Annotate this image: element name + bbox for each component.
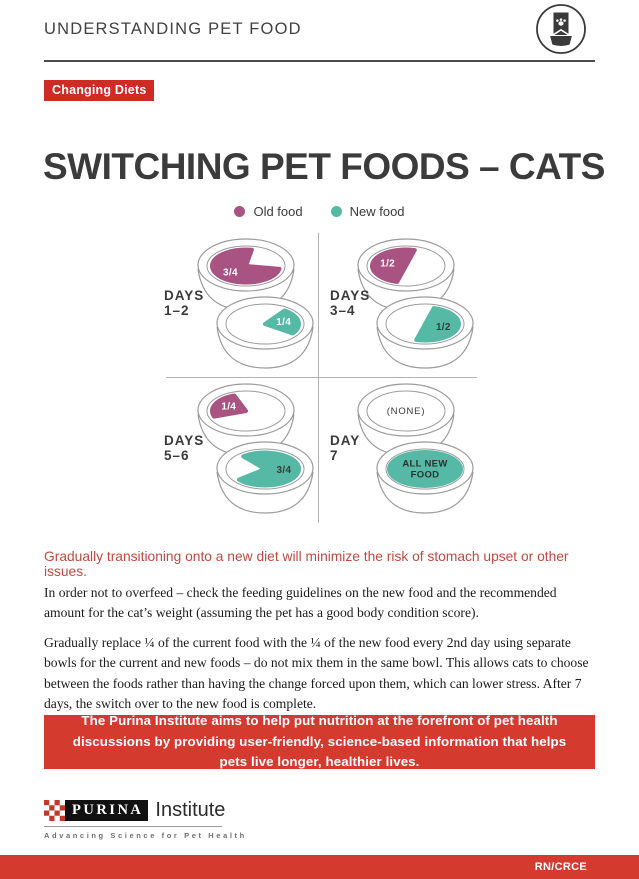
lead-sentence: Gradually transitioning onto a new diet … — [44, 549, 569, 579]
svg-text:ALL NEW: ALL NEW — [402, 459, 447, 470]
paragraph: In order not to overfeed – check the fee… — [44, 585, 557, 621]
logo-tagline: Advancing Science for Pet Health — [44, 831, 247, 840]
legend-label: New food — [349, 204, 405, 219]
svg-text:3/4: 3/4 — [277, 465, 292, 476]
logo-divider — [44, 826, 222, 827]
new-food-dot-icon — [330, 206, 342, 217]
legend-item-new-food: New food — [330, 204, 405, 219]
diagram-divider-vertical — [318, 233, 319, 523]
svg-text:FOOD: FOOD — [411, 470, 440, 481]
legend: Old food New food — [0, 204, 639, 219]
legend-label: Old food — [253, 204, 303, 219]
svg-text:3/4: 3/4 — [223, 267, 238, 278]
purina-wordmark: PURINA — [65, 800, 149, 821]
footer-code: RN/CRCE — [534, 861, 587, 873]
purina-institute-logo: PURINA Institute Advancing Science for P… — [44, 799, 247, 840]
transition-diagram: DAYS 1–2 3/4 1/4 DAYS 3–4 1/2 1/2 DAYS 5–6… — [160, 233, 478, 523]
quadrant-days-1-2: DAYS 1–2 3/4 1/4 — [160, 233, 319, 378]
quadrant-day-7: DAY 7 (NONE) ALL NEW FOOD — [320, 378, 479, 523]
header-divider — [44, 60, 595, 62]
page-title: SWITCHING PET FOODS – CATS — [43, 145, 605, 187]
diagram-divider-horizontal — [166, 377, 477, 378]
quadrant-label: DAY 7 — [330, 433, 361, 463]
purina-checkerboard-icon — [44, 800, 65, 821]
svg-text:1/2: 1/2 — [380, 258, 395, 269]
old-food-dot-icon — [234, 206, 246, 217]
callout-text: The Purina Institute aims to help put nu… — [72, 713, 567, 770]
bowls-days-3-4: 1/2 1/2 — [357, 238, 474, 369]
section-badge: Changing Diets — [44, 80, 155, 101]
quadrant-label: DAYS 1–2 — [164, 288, 205, 318]
svg-text:(NONE): (NONE) — [387, 406, 426, 417]
quadrant-days-5-6: DAYS 5–6 1/4 3/4 — [160, 378, 319, 523]
legend-item-old-food: Old food — [234, 204, 303, 219]
pet-food-icon — [535, 3, 587, 60]
quadrant-days-3-4: DAYS 3–4 1/2 1/2 — [320, 233, 479, 378]
page-header-title: UNDERSTANDING PET FOOD — [44, 20, 302, 38]
bowls-days-5-6: 1/4 3/4 — [197, 383, 314, 514]
paragraph: Gradually replace ¼ of the current food … — [44, 634, 589, 711]
purina-callout-box: The Purina Institute aims to help put nu… — [44, 713, 595, 769]
svg-text:1/4: 1/4 — [221, 401, 236, 412]
quadrant-label: DAYS 5–6 — [164, 433, 205, 463]
svg-text:1/2: 1/2 — [436, 322, 451, 333]
institute-wordmark: Institute — [155, 799, 226, 821]
footer-bar: RN/CRCE — [0, 855, 639, 879]
bowls-days-1-2: 3/4 1/4 — [197, 238, 314, 369]
quadrant-label: DAYS 3–4 — [330, 288, 371, 318]
svg-text:1/4: 1/4 — [276, 317, 291, 328]
